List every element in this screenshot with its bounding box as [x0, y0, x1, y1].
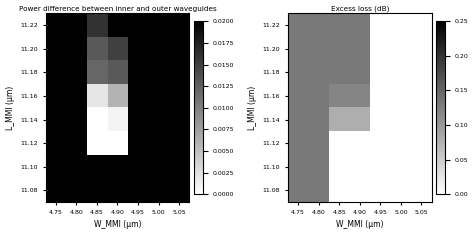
Title: Power difference between inner and outer waveguides: Power difference between inner and outer… — [18, 6, 216, 12]
Y-axis label: L_MMI (μm): L_MMI (μm) — [248, 86, 257, 130]
Title: Excess loss (dB): Excess loss (dB) — [330, 6, 389, 12]
Y-axis label: L_MMI (μm): L_MMI (μm) — [6, 86, 15, 130]
X-axis label: W_MMI (μm): W_MMI (μm) — [94, 220, 141, 229]
X-axis label: W_MMI (μm): W_MMI (μm) — [336, 220, 383, 229]
